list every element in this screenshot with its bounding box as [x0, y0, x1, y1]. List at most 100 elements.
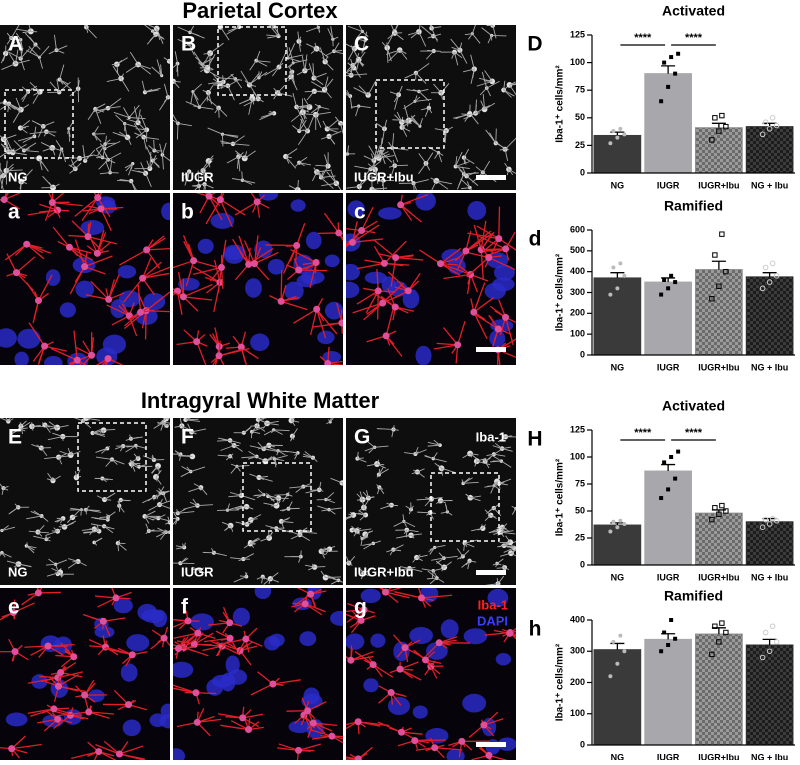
process [516, 502, 523, 509]
soma [66, 244, 73, 251]
soma [462, 248, 469, 255]
soma [70, 653, 77, 660]
error-bar [712, 261, 726, 269]
nucleus [464, 628, 488, 644]
soma [227, 635, 234, 642]
process [299, 270, 328, 271]
x-tick-label: IUGR [657, 572, 680, 582]
soma [105, 355, 112, 362]
panel-letter: E [8, 426, 22, 449]
soma [218, 264, 225, 271]
bar [594, 525, 641, 565]
nucleus [467, 201, 486, 220]
soma [485, 254, 492, 261]
data-point [720, 503, 724, 507]
soma [194, 630, 201, 637]
significance-label: **** [685, 427, 703, 439]
nucleus [60, 302, 76, 317]
y-tick-label: 200 [570, 677, 585, 687]
nucleus [415, 346, 431, 366]
data-point [618, 634, 622, 638]
section-heading: Parietal Cortex [182, 0, 338, 23]
soma [302, 600, 309, 607]
soma [375, 287, 382, 294]
data-point [666, 643, 670, 647]
error-bar [610, 643, 624, 649]
process [154, 140, 155, 151]
soma [1, 196, 8, 203]
soma [398, 729, 405, 736]
bar [645, 639, 692, 745]
chart-title: Activated [662, 3, 725, 19]
nucleus [485, 283, 506, 300]
nucleus [41, 635, 61, 652]
soma [12, 648, 19, 655]
image-bg [0, 25, 170, 190]
nucleus [345, 633, 364, 649]
soma [379, 300, 386, 307]
data-point [611, 266, 615, 270]
micrograph-gray: ANG [0, 17, 184, 197]
nucleus [409, 627, 433, 644]
scale-bar [476, 742, 506, 747]
nucleus [302, 694, 323, 709]
nucleus [224, 247, 245, 264]
process [241, 490, 242, 496]
soma [239, 714, 246, 721]
soma [55, 683, 62, 690]
soma [502, 314, 509, 321]
process [81, 510, 82, 516]
bar [594, 135, 641, 173]
data-point [622, 649, 626, 653]
data-point [659, 649, 663, 653]
data-point [774, 640, 779, 645]
soma [35, 297, 42, 304]
soma [81, 692, 88, 699]
stain-legend: Iba-1 [478, 597, 508, 612]
nucleus [233, 608, 250, 626]
x-tick-label: NG [611, 180, 625, 190]
process [219, 108, 220, 118]
panel-label: h [529, 618, 542, 641]
soma [45, 642, 52, 649]
stain-legend: DAPI [477, 613, 508, 628]
soma [370, 661, 377, 668]
soma [485, 752, 492, 759]
micrograph-color: a [0, 169, 177, 386]
soma [458, 738, 465, 745]
soma [254, 198, 261, 205]
soma [54, 716, 61, 723]
panel-letter: C [354, 33, 369, 56]
data-point [615, 662, 619, 666]
cell [68, 452, 74, 458]
bar [746, 127, 793, 173]
condition-label: NG [8, 169, 28, 184]
y-tick-label: 100 [570, 57, 585, 67]
soma [495, 325, 502, 332]
data-point [713, 116, 717, 120]
nucleus [415, 191, 436, 210]
soma [216, 352, 223, 359]
panel-letter: a [8, 201, 20, 224]
y-tick-label: 300 [570, 646, 585, 656]
process [79, 414, 86, 418]
nucleus [370, 634, 385, 648]
nucleus [299, 631, 316, 646]
process [274, 495, 287, 496]
nucleus [496, 653, 511, 665]
process [281, 270, 282, 301]
section-heading: Intragyral White Matter [141, 388, 380, 413]
condition-label: IUGR+Ibu [354, 169, 414, 184]
y-axis-label: Iba-1⁺ cells/mm² [555, 643, 566, 721]
nucleus [6, 712, 28, 726]
process [242, 171, 243, 180]
nucleus [462, 694, 486, 713]
bar [696, 270, 743, 355]
nucleus [14, 352, 28, 368]
data-point [666, 85, 670, 89]
process [328, 364, 340, 374]
